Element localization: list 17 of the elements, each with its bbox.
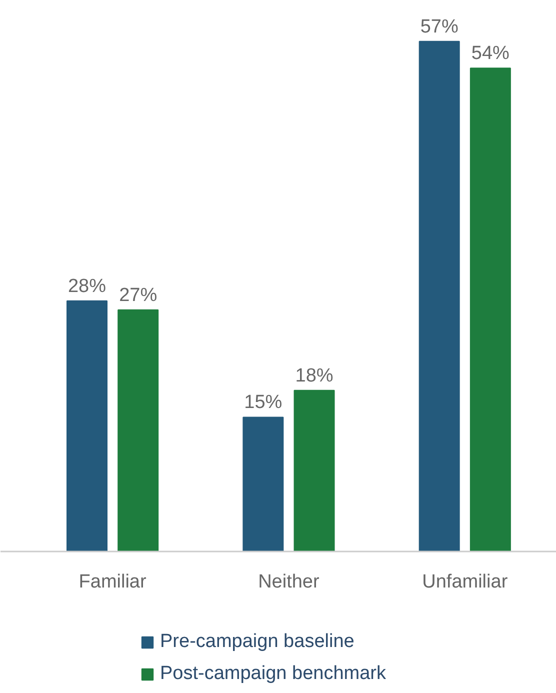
legend-label: Post-campaign benchmark (160, 663, 386, 685)
bar (242, 416, 284, 552)
data-label: 18% (295, 365, 334, 386)
x-tick-label: Familiar (78, 572, 147, 592)
x-tick-label: Unfamiliar (422, 572, 508, 592)
data-label: 28% (68, 276, 106, 297)
data-label: 15% (244, 392, 282, 414)
data-label: 27% (119, 284, 158, 306)
legend-label: Pre-campaign baseline (160, 631, 354, 653)
bar (470, 68, 511, 552)
data-label: 54% (471, 43, 510, 64)
x-tick-label: Neither (258, 572, 320, 592)
bar (294, 390, 335, 552)
data-label: 57% (420, 16, 458, 38)
bar (118, 309, 159, 552)
bar (66, 300, 108, 552)
bar (418, 40, 460, 552)
